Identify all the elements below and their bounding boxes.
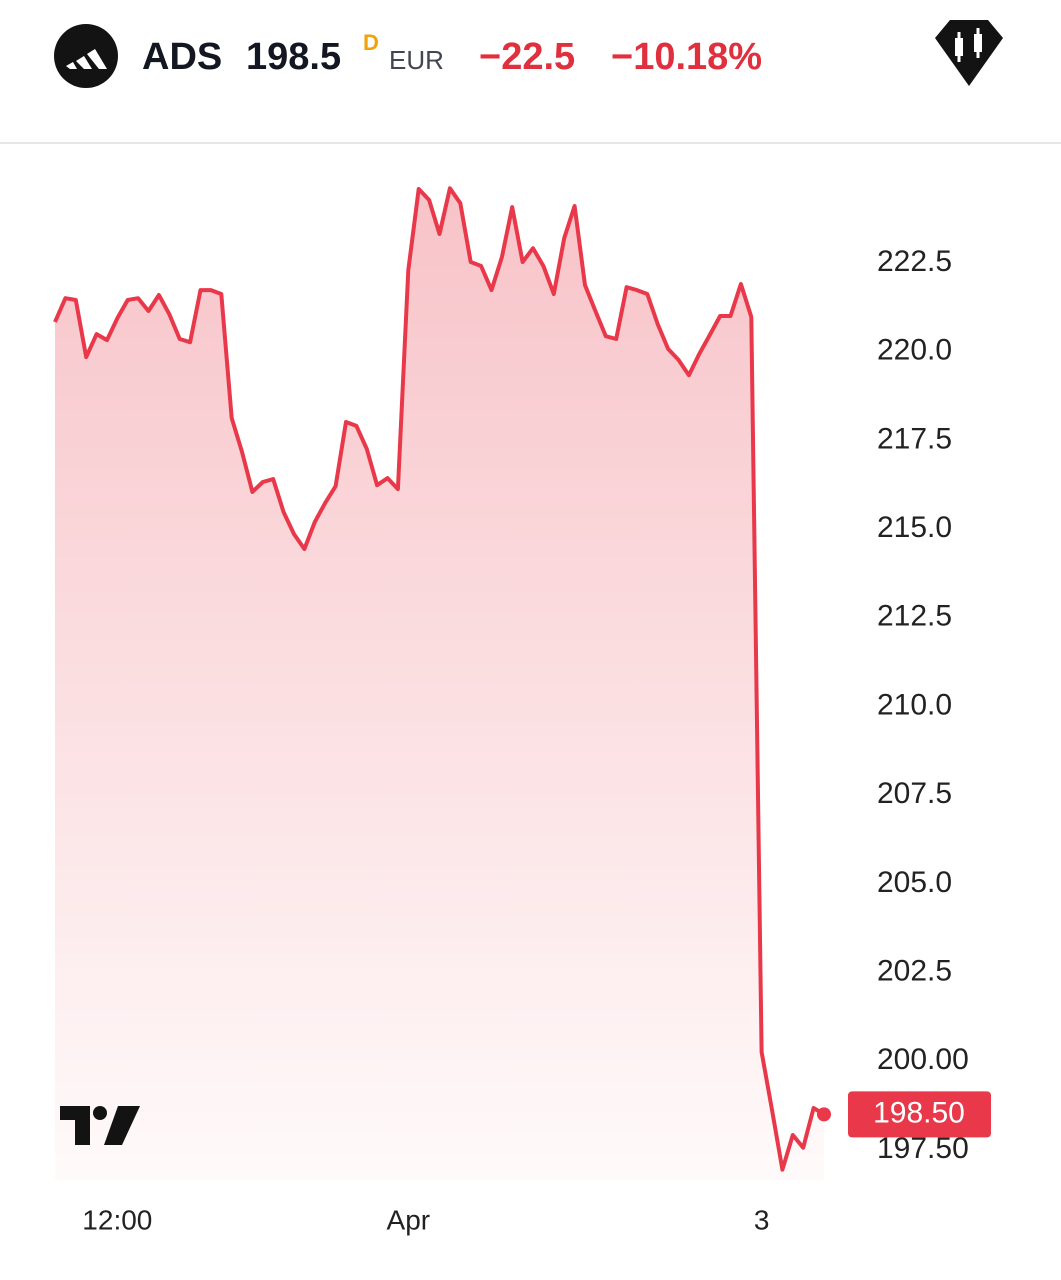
x-tick-label: Apr: [387, 1204, 431, 1235]
y-tick-label: 217.5: [877, 422, 952, 455]
logo[interactable]: [54, 24, 118, 88]
y-tick-label: 212.5: [877, 600, 952, 633]
change-pct: −10.18%: [611, 36, 762, 78]
logo-stripes: [66, 49, 107, 69]
y-tick-label: 202.5: [877, 954, 952, 987]
y-tick-label: 200.00: [877, 1043, 969, 1076]
y-tick-label: 215.0: [877, 511, 952, 544]
current-price-box: [848, 1091, 991, 1138]
price: 198.5: [246, 36, 341, 78]
x-tick-label: 3: [754, 1204, 770, 1235]
y-tick-label: 220.0: [877, 334, 952, 367]
y-tick-label: 210.0: [877, 688, 952, 721]
y-tick-label: 222.5: [877, 245, 952, 278]
header: ADS 198.5 D EUR −22.5 −10.18%: [0, 20, 1061, 144]
y-tick-label: 207.5: [877, 777, 952, 810]
change: −22.5: [479, 36, 575, 78]
area: [55, 188, 824, 1181]
line: [53, 186, 826, 1172]
y-tick-label: 205.0: [877, 866, 952, 899]
currency: EUR: [389, 45, 444, 75]
tradingview-logo[interactable]: [60, 1106, 140, 1145]
chart-style-button[interactable]: [935, 20, 1003, 86]
x-tick-label: 12:00: [82, 1204, 152, 1235]
symbol: ADS: [142, 36, 222, 78]
price-flag: D: [363, 30, 379, 55]
current-price-label: 198.50: [873, 1096, 965, 1129]
plot: 197.50200.00202.5205.0207.5210.0212.5215…: [53, 186, 991, 1235]
last-point: [817, 1107, 831, 1122]
